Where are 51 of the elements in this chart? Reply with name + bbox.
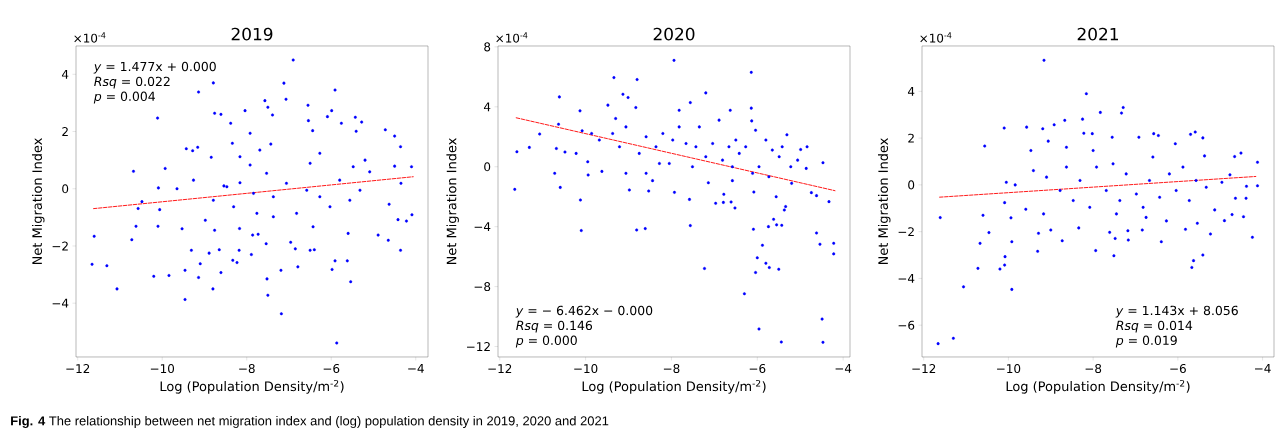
y-tick-label: 8	[484, 42, 491, 52]
x-tick-label: −4	[1255, 364, 1271, 373]
y-tick-label: −2	[52, 241, 68, 251]
chart-title: 2019	[231, 27, 273, 41]
x-tick-label: −4	[835, 364, 852, 373]
text: ×10$^{-4}$	[920, 32, 952, 43]
y-tick-label: 4	[907, 86, 915, 96]
annotation: y = 1.477x + 0.000	[93, 61, 216, 74]
y-tick-label: 4	[61, 69, 69, 79]
annotation: Rsq = 0.014	[1116, 320, 1193, 333]
x-axis-title: Log (Population Density/m$^{-2}$)	[160, 379, 344, 394]
y-tick-label: 2	[62, 127, 68, 136]
y-axis-title: Net Migration Index	[31, 138, 45, 265]
x-tick-label: −6	[749, 364, 766, 374]
chart-title: 2021	[1077, 27, 1118, 41]
y-tick-label: −12	[467, 342, 490, 351]
text: Fig. 4 The relationship between net migration index and (log) population density in 2019, 2020 and 2021	[11, 415, 609, 429]
y-tick-label: −4	[474, 222, 491, 232]
x-tick-label: −8	[663, 364, 680, 374]
y-tick-label: −6	[898, 320, 915, 330]
x-tick-label: −10	[150, 364, 175, 374]
x-axis-title: Log (Population Density/m$^{-2}$)	[582, 379, 766, 394]
annotation: Rsq = 0.022	[94, 76, 170, 89]
y-tick-label: −4	[52, 298, 69, 308]
annotation: p = 0.019	[1115, 335, 1177, 348]
y-tick-label: 4	[483, 102, 491, 112]
x-tick-label: −6	[323, 364, 340, 374]
x-tick-label: −10	[997, 364, 1021, 374]
annotation: p = 0.004	[93, 91, 155, 104]
annotation: y = 1.143x + 8.056	[1115, 305, 1238, 318]
x-axis-title: Log (Population Density/m$^{-2}$)	[1006, 379, 1190, 394]
annotation: Rsq = 0.146	[516, 320, 593, 333]
text: ×10$^{-4}$	[496, 32, 528, 43]
text: ×10$^{-4}$	[74, 32, 106, 43]
chart-title: 2020	[653, 27, 695, 41]
annotation: p = 0.000	[515, 335, 577, 348]
y-tick-label: −8	[474, 282, 491, 292]
y-tick-label: 2	[908, 133, 914, 143]
y-tick-label: −4	[898, 274, 915, 283]
y-tick-label: 0	[908, 180, 915, 190]
y-tick-label: 0	[484, 162, 491, 172]
x-tick-label: −6	[1170, 364, 1186, 374]
y-axis-title: Net Migration Index	[877, 138, 891, 265]
y-tick-label: −2	[898, 227, 914, 237]
y-axis-title: Net Migration Index	[446, 138, 459, 265]
annotation: y = − 6.462x − 0.000	[515, 305, 653, 318]
y-tick-label: 0	[62, 184, 69, 194]
x-tick-label: −10	[574, 364, 598, 374]
x-tick-label: −8	[239, 364, 255, 374]
x-tick-label: −8	[1085, 364, 1102, 374]
x-tick-label: −4	[408, 364, 424, 373]
